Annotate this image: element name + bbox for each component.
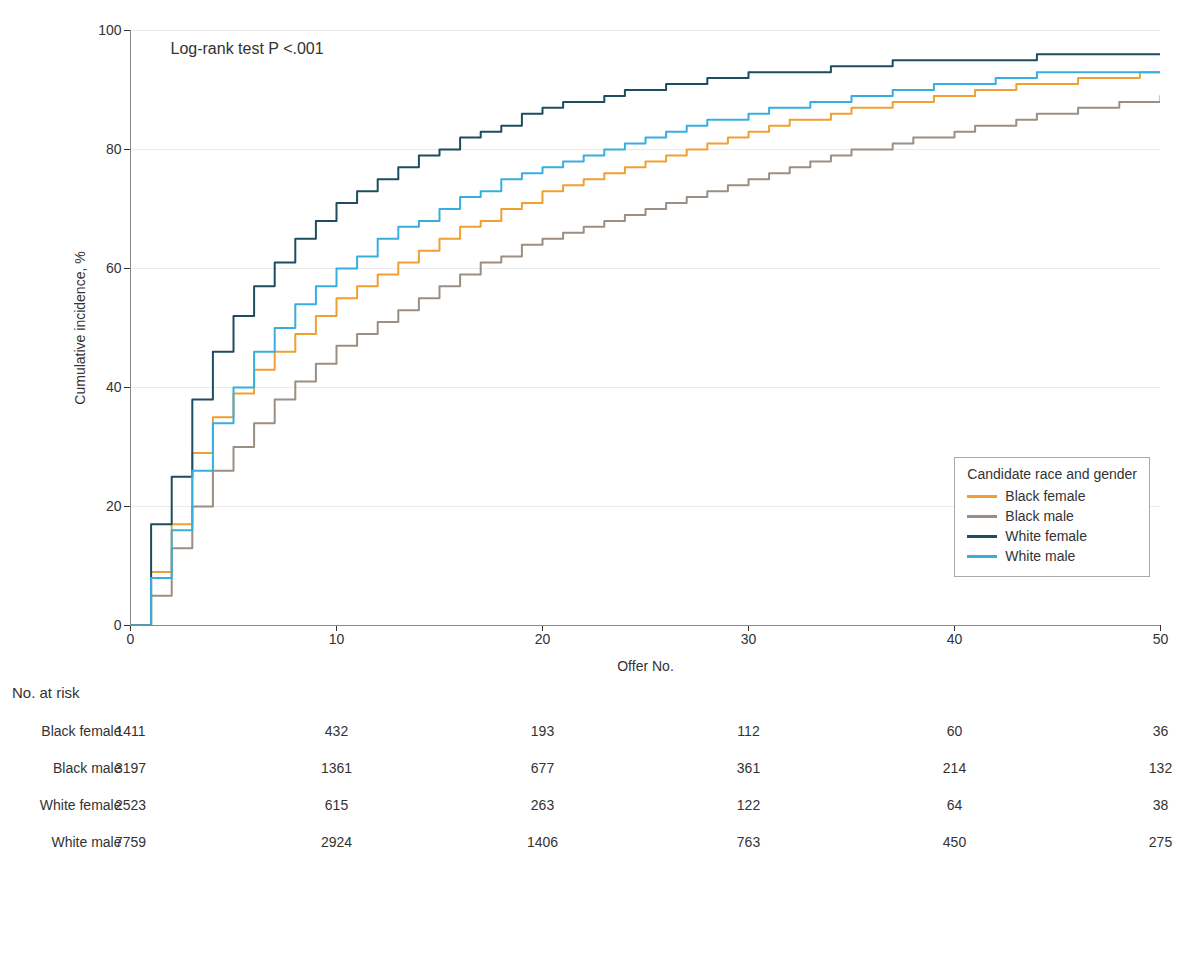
svg-text:20: 20 (106, 498, 122, 514)
svg-text:1411: 1411 (115, 723, 145, 739)
svg-text:122: 122 (737, 797, 761, 813)
svg-text:0: 0 (114, 617, 122, 633)
svg-text:White female: White female (40, 797, 122, 813)
svg-text:30: 30 (741, 631, 757, 647)
svg-text:100: 100 (98, 22, 122, 38)
svg-text:40: 40 (106, 379, 122, 395)
svg-text:Log-rank test P <.001: Log-rank test P <.001 (171, 40, 324, 57)
svg-text:361: 361 (737, 760, 761, 776)
svg-text:0: 0 (127, 631, 135, 647)
html-text:No. at risk: No. at risk (12, 684, 80, 701)
svg-text:Offer No.: Offer No. (617, 658, 674, 674)
html-text:Black female: Black female (1005, 488, 1086, 504)
svg-text:Black female: Black female (41, 723, 121, 739)
svg-text:214: 214 (943, 760, 967, 776)
svg-text:615: 615 (325, 797, 349, 813)
html-text:Black male: Black male (1005, 508, 1074, 524)
svg-text:64: 64 (947, 797, 963, 813)
svg-text:20: 20 (535, 631, 551, 647)
html-text:White female: White female (1005, 528, 1087, 544)
svg-text:7759: 7759 (115, 834, 146, 850)
svg-text:36: 36 (1153, 723, 1169, 739)
svg-text:2523: 2523 (115, 797, 146, 813)
svg-text:40: 40 (947, 631, 963, 647)
html-text:White male: White male (1005, 548, 1076, 564)
svg-text:677: 677 (531, 760, 555, 776)
svg-text:1406: 1406 (527, 834, 558, 850)
svg-text:Cumulative incidence, %: Cumulative incidence, % (72, 251, 88, 404)
svg-text:763: 763 (737, 834, 761, 850)
svg-text:White male: White male (51, 834, 121, 850)
svg-text:263: 263 (531, 797, 555, 813)
svg-text:1361: 1361 (321, 760, 352, 776)
svg-text:60: 60 (947, 723, 963, 739)
svg-text:60: 60 (106, 260, 122, 276)
svg-text:432: 432 (325, 723, 349, 739)
svg-text:10: 10 (329, 631, 345, 647)
svg-text:38: 38 (1153, 797, 1169, 813)
svg-text:193: 193 (531, 723, 555, 739)
svg-text:450: 450 (943, 834, 967, 850)
svg-text:50: 50 (1153, 631, 1169, 647)
svg-text:2924: 2924 (321, 834, 352, 850)
svg-text:112: 112 (737, 723, 760, 739)
svg-text:132: 132 (1149, 760, 1173, 776)
svg-text:Black male: Black male (53, 760, 122, 776)
svg-text:3197: 3197 (115, 760, 146, 776)
html-text:Candidate race and gender: Candidate race and gender (967, 466, 1137, 482)
svg-text:80: 80 (106, 141, 122, 157)
svg-text:275: 275 (1149, 834, 1173, 850)
